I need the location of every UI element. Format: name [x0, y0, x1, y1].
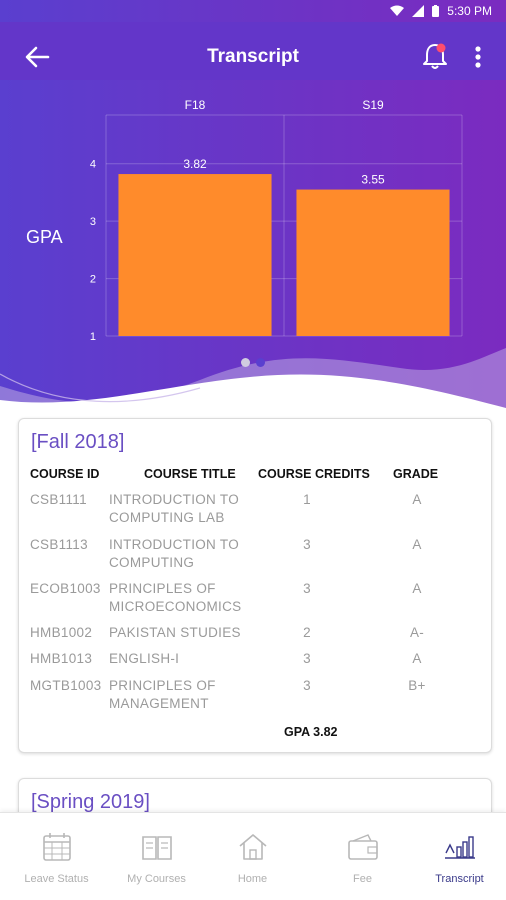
pager-dot[interactable] [241, 358, 250, 367]
bar-f18[interactable] [118, 174, 272, 336]
y-tick-label: 2 [90, 274, 96, 286]
header-course-credits: COURSE CREDITS [258, 467, 370, 481]
course-grade: A [412, 537, 422, 552]
header-course-title: COURSE TITLE [144, 467, 236, 481]
pager-dots [241, 358, 265, 367]
book-icon [142, 836, 172, 860]
nav-label: Leave Status [24, 873, 89, 885]
page-title: Transcript [207, 46, 299, 67]
nav-label: Transcript [435, 873, 484, 885]
bell-icon[interactable] [420, 40, 450, 72]
course-title: INTRODUCTION TO COMPUTING [109, 537, 240, 570]
header-course-id: COURSE ID [30, 467, 100, 481]
nav-item-transcript[interactable]: Transcript [409, 813, 506, 900]
home-icon [239, 834, 267, 860]
nav-label: Home [237, 873, 268, 885]
term-title: [Fall 2018] [31, 431, 125, 453]
app-bar: Transcript [0, 22, 506, 80]
nav-label: My Courses [127, 873, 186, 885]
course-credits: 3 [303, 581, 311, 596]
status-time: 5:30 PM [447, 4, 492, 18]
wifi-icon [390, 5, 405, 16]
more-vert-icon[interactable] [466, 42, 490, 72]
nav-label: Fee [353, 873, 372, 885]
course-title: PRINCIPLES OF MANAGEMENT [109, 678, 216, 711]
pager-dot-active[interactable] [256, 358, 265, 367]
course-id: CSB1111 [30, 492, 87, 507]
wave-decoration [0, 348, 506, 420]
course-grade: B+ [408, 678, 426, 693]
x-category-label: S19 [362, 98, 384, 112]
course-credits: 3 [303, 651, 311, 666]
y-tick-label: 3 [90, 216, 96, 228]
course-id: HMB1013 [30, 651, 93, 666]
course-credits: 1 [303, 492, 311, 507]
nav-item-leave-status[interactable]: Leave Status [6, 813, 107, 900]
course-id: ECOB1003 [30, 581, 101, 596]
y-tick-label: 4 [90, 159, 96, 171]
course-title: ENGLISH-I [109, 651, 180, 666]
bar-s19[interactable] [296, 189, 450, 336]
wallet-icon [348, 834, 378, 860]
nav-item-home[interactable]: Home [202, 813, 303, 900]
arrow-left-icon[interactable] [22, 42, 52, 72]
course-grade: A [412, 581, 422, 596]
course-title: PRINCIPLES OF MICROECONOMICS [109, 581, 242, 614]
calendar-icon [43, 833, 71, 861]
course-title: INTRODUCTION TO COMPUTING LAB [109, 492, 240, 525]
course-grade: A- [409, 625, 425, 640]
course-credits: 2 [303, 625, 311, 640]
nav-item-my-courses[interactable]: My Courses [106, 813, 207, 900]
course-grade: A [412, 651, 422, 666]
course-title: PAKISTAN STUDIES [109, 625, 241, 640]
course-credits: 3 [303, 678, 311, 693]
course-credits: 3 [303, 537, 311, 552]
chart-icon [445, 836, 475, 859]
header-grade: GRADE [393, 467, 439, 481]
gpa-chart: 1 2 3 4 F18 3.82 S19 3.55 GPA [26, 98, 463, 343]
course-id: CSB1113 [30, 537, 88, 552]
bottom-navigation: Leave Status My Courses Home Fee [0, 812, 506, 900]
nav-item-fee[interactable]: Fee [312, 813, 413, 900]
term-card-fall-2018: [Fall 2018] COURSE ID COURSE TITLE COURS… [18, 418, 492, 753]
y-axis-label: GPA [26, 227, 63, 247]
course-grade: A [412, 492, 422, 507]
course-id: HMB1002 [30, 625, 93, 640]
term-gpa: GPA 3.82 [284, 725, 338, 739]
course-id: MGTB1003 [30, 678, 102, 693]
bar-value-label: 3.82 [183, 157, 207, 171]
term-title: [Spring 2019] [31, 791, 150, 813]
signal-icon [412, 5, 425, 17]
battery-icon [432, 5, 440, 17]
bar-value-label: 3.55 [361, 173, 385, 187]
x-category-label: F18 [185, 98, 206, 112]
status-bar: 5:30 PM [0, 0, 506, 22]
y-tick-label: 1 [90, 331, 96, 343]
